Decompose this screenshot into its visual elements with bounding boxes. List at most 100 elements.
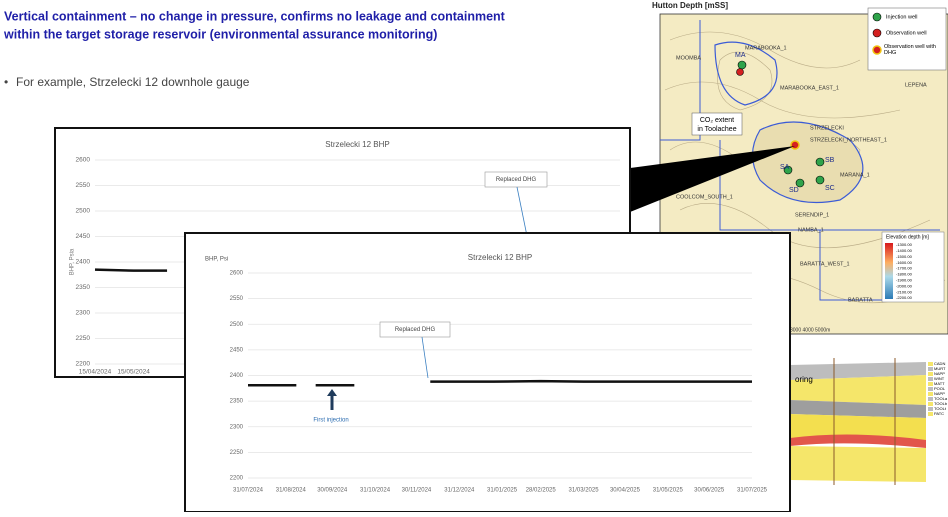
section-swatch xyxy=(928,382,933,386)
section-legend: WINT xyxy=(934,376,945,381)
x-tick-label: 28/02/2025 xyxy=(526,488,557,494)
chart-title: Strzelecki 12 BHP xyxy=(325,140,389,149)
y-tick-label: 2550 xyxy=(230,296,244,302)
well-label: COOLCOM_SOUTH_1 xyxy=(676,194,733,200)
y-tick-label: 2500 xyxy=(230,322,244,328)
section-legend: TOOLb xyxy=(934,401,948,406)
x-tick-label: 31/10/2024 xyxy=(360,488,391,494)
section-legend: TOOLt xyxy=(934,406,947,411)
depth-tick: -2000.00 xyxy=(896,283,913,288)
legend-label-wrap: Observation well with DHG xyxy=(884,44,936,56)
well-label: MARANA_1 xyxy=(840,172,870,178)
y-axis-label: BHP, Psia xyxy=(70,248,76,275)
legend-dot xyxy=(872,28,882,38)
well-label: MA xyxy=(735,52,746,59)
well-label: BARATTA_WEST_1 xyxy=(800,261,850,267)
annotation: First injection xyxy=(313,418,348,424)
annotation-arrowhead xyxy=(327,389,337,396)
layer xyxy=(790,434,926,448)
legend-label: Observation well xyxy=(886,30,927,36)
section-swatch xyxy=(928,387,933,391)
y-tick-label: 2350 xyxy=(230,399,244,405)
outline xyxy=(714,41,778,106)
section-label: oring xyxy=(795,375,813,384)
well-label: BARATTA xyxy=(848,297,873,303)
annotation: Replaced DHG xyxy=(496,177,537,183)
x-tick-label: 30/11/2024 xyxy=(402,488,432,494)
y-tick-label: 2400 xyxy=(230,373,244,379)
x-tick-label: 31/01/2025 xyxy=(487,488,518,494)
data-line xyxy=(430,379,752,383)
annotation-box xyxy=(484,171,548,188)
depth-bar xyxy=(885,243,893,299)
well-label: STRZELECKI_NORTHEAST_1 xyxy=(810,137,887,143)
chart-frame xyxy=(184,232,791,513)
depth-tick: -2100.00 xyxy=(896,289,913,294)
y-tick-label: 2450 xyxy=(76,233,91,240)
well-label: SB xyxy=(825,157,835,164)
section-legend: PATC xyxy=(934,411,944,416)
well xyxy=(737,60,747,70)
well xyxy=(736,68,744,76)
x-tick-label: 31/12/2024 xyxy=(444,488,475,494)
section-swatch xyxy=(928,367,933,371)
co2-extent xyxy=(751,121,864,204)
well-label: MARABOOKA_1 xyxy=(745,45,787,51)
well xyxy=(815,157,825,167)
bullet: For example, Strzelecki 12 downhole gaug… xyxy=(16,75,250,89)
depth-title: Elevation depth [m] xyxy=(886,234,929,240)
depth-tick: -1300.00 xyxy=(896,242,913,247)
slide-title: within the target storage reservoir (env… xyxy=(3,27,437,41)
y-tick-label: 2500 xyxy=(76,208,91,215)
y-tick-label: 2400 xyxy=(76,259,91,266)
legend-label: Injection well xyxy=(886,14,918,20)
co2-label: CO₂ extent xyxy=(700,117,734,124)
x-tick-label: 31/05/2025 xyxy=(653,488,684,494)
layer xyxy=(790,400,926,418)
depth-tick: -1900.00 xyxy=(896,277,913,282)
y-tick-label: 2300 xyxy=(76,310,91,317)
x-tick-label: 15/05/2024 xyxy=(117,369,150,376)
section-legend: MATT xyxy=(934,381,945,386)
y-tick-label: 2350 xyxy=(76,284,91,291)
section-swatch xyxy=(928,372,933,376)
y-tick-label: 2600 xyxy=(76,157,91,164)
annotation-pointer xyxy=(421,336,429,379)
depth-tick: -1500.00 xyxy=(896,254,913,259)
y-tick-label: 2250 xyxy=(76,335,91,342)
x-tick-label: 31/03/2025 xyxy=(569,488,600,494)
depth-tick: -1700.00 xyxy=(896,266,913,271)
section-swatch xyxy=(928,362,933,366)
y-tick-label: 2550 xyxy=(76,182,91,189)
well xyxy=(783,165,793,175)
depth-tick: -1600.00 xyxy=(896,260,913,265)
section-legend: MURT xyxy=(934,366,946,371)
x-tick-label: 31/08/2024 xyxy=(276,488,307,494)
well xyxy=(815,175,825,185)
y-tick-label: 2600 xyxy=(230,271,244,277)
well-label: SC xyxy=(825,185,835,192)
legend-dot xyxy=(872,45,882,55)
map-title: Hutton Depth [mSS] xyxy=(652,1,728,10)
annotation-pointer xyxy=(516,186,528,237)
depth-tick: -2200.00 xyxy=(896,295,913,300)
annotation: Replaced DHG xyxy=(395,327,436,333)
section-swatch xyxy=(928,397,933,401)
co2-box xyxy=(691,112,743,136)
x-tick-label: 31/07/2024 xyxy=(233,488,264,494)
x-tick-label: 31/07/2025 xyxy=(737,488,768,494)
x-tick-label: 30/09/2024 xyxy=(317,488,348,494)
section-legend: POOL xyxy=(934,386,946,391)
section-legend: TOOLa xyxy=(934,396,948,401)
well-label: SERENDIP_1 xyxy=(795,212,829,218)
y-tick-label: 2300 xyxy=(230,424,244,430)
well-label: SA xyxy=(780,164,790,171)
legend-dot xyxy=(872,12,882,22)
section-swatch xyxy=(928,402,933,406)
well xyxy=(790,140,800,150)
well xyxy=(795,178,805,188)
well-label: SD xyxy=(789,187,799,194)
section-swatch xyxy=(928,392,933,396)
section-swatch xyxy=(928,412,933,416)
